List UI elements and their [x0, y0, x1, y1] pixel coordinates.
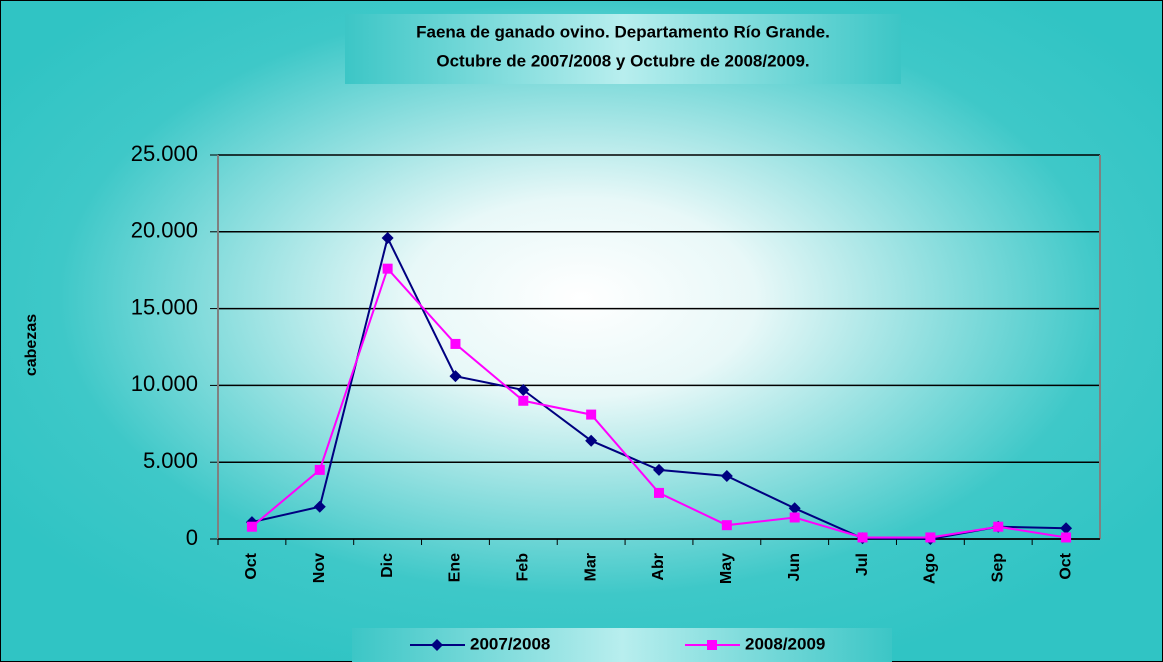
y-axis-label: cabezas [23, 314, 40, 376]
legend-label: 2007/2008 [470, 634, 550, 653]
data-point [720, 470, 733, 483]
chart-subtitle: Octubre de 2007/2008 y Octubre de 2008/2… [436, 51, 809, 70]
x-tick-label: Jul [854, 553, 871, 576]
data-point [721, 520, 732, 531]
data-point [585, 434, 598, 447]
data-point [314, 464, 325, 475]
x-tick-label: Abr [650, 553, 667, 581]
data-point [246, 521, 257, 532]
data-point [925, 532, 936, 543]
x-tick-label: Dic [379, 553, 396, 578]
x-tick-label: Oct [243, 552, 260, 579]
data-point [1060, 522, 1073, 535]
data-point [788, 502, 801, 515]
x-tick-label: Jun [786, 553, 803, 581]
data-point [313, 500, 326, 513]
y-tick-label: 5.000 [143, 448, 198, 473]
data-point [518, 395, 529, 406]
data-point [381, 231, 394, 244]
x-tick-label: Ago [922, 553, 939, 584]
legend-marker [707, 640, 717, 650]
y-tick-label: 25.000 [131, 141, 198, 166]
x-tick-label: Feb [515, 553, 532, 582]
data-point [653, 463, 665, 476]
x-tick-label: Ene [447, 553, 464, 582]
data-point [449, 370, 462, 383]
y-tick-label: 15.000 [131, 294, 198, 319]
chart-title: Faena de ganado ovino. Departamento Río … [416, 22, 830, 41]
data-point [789, 512, 800, 523]
data-point [517, 384, 530, 397]
data-point [1061, 532, 1072, 543]
x-tick-label: Mar [582, 553, 599, 581]
y-tick-label: 10.000 [131, 371, 198, 396]
x-tick-label: Oct [1057, 552, 1074, 579]
y-tick-label: 0 [186, 525, 198, 550]
data-point [993, 521, 1004, 532]
x-tick-label: Sep [989, 553, 1006, 583]
data-point [586, 409, 597, 420]
legend-marker [431, 639, 443, 651]
x-tick-label: May [718, 553, 735, 584]
legend-label: 2008/2009 [745, 634, 825, 653]
data-point [857, 532, 868, 543]
data-point [654, 487, 664, 498]
y-tick-label: 20.000 [131, 218, 198, 243]
data-point [450, 338, 461, 349]
data-point [382, 263, 393, 274]
x-tick-label: Nov [311, 553, 328, 583]
title-box [345, 14, 901, 84]
